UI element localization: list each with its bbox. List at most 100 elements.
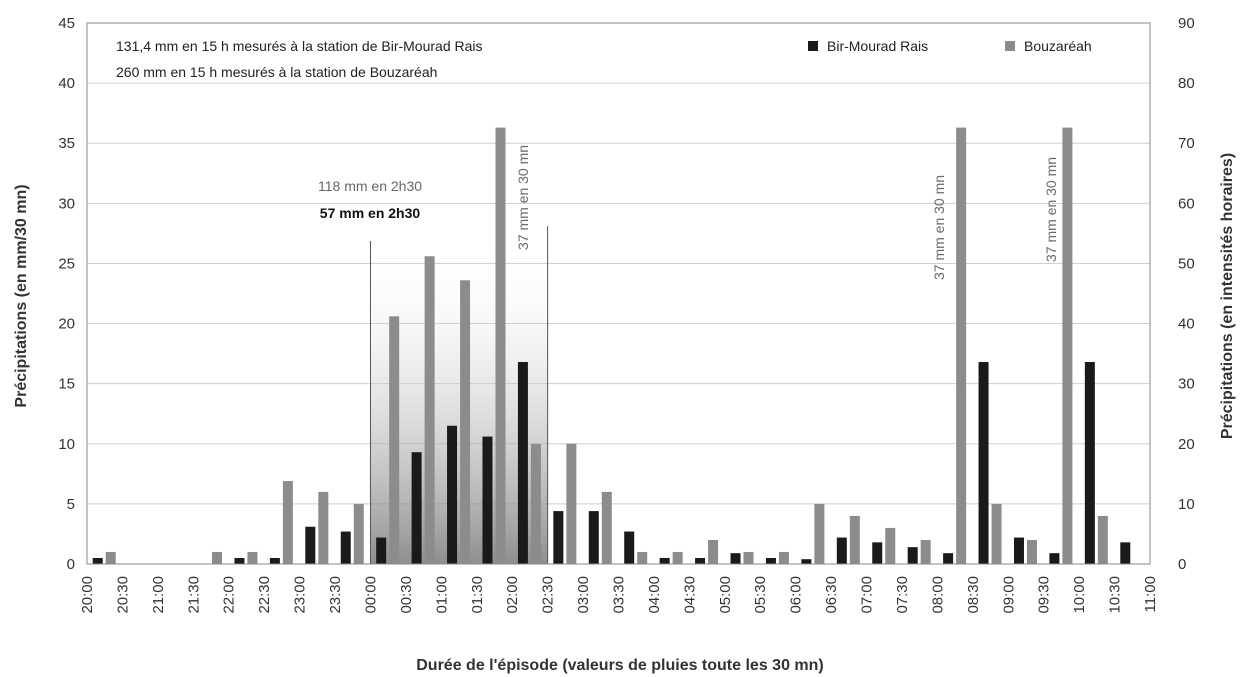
peak-label-1000: 37 mm en 30 mn	[1043, 157, 1059, 262]
right-tick-label: 40	[1178, 316, 1195, 333]
bar-bir-mourad-rais	[730, 553, 741, 564]
right-tick-label: 50	[1178, 255, 1195, 272]
x-tick-label: 08:00	[929, 576, 946, 614]
x-tick-label: 03:30	[611, 576, 628, 614]
x-tick-label: 11:00	[1142, 576, 1159, 612]
x-tick-label: 05:00	[717, 576, 734, 614]
right-axis-ticks: 0 10 20 30 40 50 60 70 80 90	[1178, 15, 1195, 573]
bar-bouzareah	[956, 127, 967, 565]
x-tick-label: 00:00	[362, 576, 379, 614]
x-tick-label: 09:00	[1000, 576, 1017, 614]
bar-bouzareah	[708, 539, 719, 564]
right-tick-label: 60	[1178, 195, 1195, 212]
plot-frame	[86, 22, 1151, 565]
bar-bir-mourad-rais	[943, 553, 954, 564]
left-axis-ticks: 0 5 10 15 20 25 30 35 40 45	[58, 15, 75, 573]
bar-bir-mourad-rais	[92, 557, 103, 564]
x-tick-label: 10:30	[1107, 576, 1124, 614]
note-bir-mourad-rais: 131,4 mm en 15 h mesurés à la station de…	[116, 38, 483, 54]
bar-bir-mourad-rais	[624, 531, 635, 564]
bar-bouzareah	[885, 527, 896, 564]
left-tick-label: 30	[58, 195, 75, 212]
bar-bouzareah	[743, 551, 754, 564]
bar-bir-mourad-rais	[340, 531, 351, 564]
left-tick-label: 20	[58, 316, 75, 333]
bar-bir-mourad-rais	[411, 452, 422, 564]
x-tick-label: 09:30	[1036, 576, 1053, 614]
x-tick-label: 06:30	[823, 576, 840, 614]
x-tick-label: 08:30	[965, 576, 982, 614]
bar-bir-mourad-rais	[659, 557, 670, 564]
annotation-bouzareah-period-total: 118 mm en 2h30	[318, 178, 422, 194]
peak-label-0200: 37 mm en 30 mn	[515, 145, 531, 250]
bar-bir-mourad-rais	[234, 557, 245, 564]
right-axis-title: Précipitations (en intensités horaires)	[1219, 153, 1236, 439]
bar-bir-mourad-rais	[305, 526, 316, 564]
note-bouzareah: 260 mm en 15 h mesurés à la station de B…	[116, 64, 437, 80]
x-tick-label: 05:30	[752, 576, 769, 614]
left-tick-label: 0	[67, 556, 75, 573]
right-tick-label: 80	[1178, 75, 1195, 92]
bar-bouzareah	[1026, 539, 1037, 564]
bar-bouzareah	[814, 503, 825, 564]
bar-bouzareah	[672, 551, 683, 564]
left-tick-label: 25	[58, 255, 75, 272]
right-tick-label: 30	[1178, 376, 1195, 393]
bar-bouzareah	[1097, 515, 1108, 564]
peak-label-0830: 37 mm en 30 mn	[931, 175, 947, 280]
legend-swatch-bouzareah	[1005, 41, 1015, 51]
left-tick-label: 45	[58, 15, 75, 32]
x-tick-label: 23:00	[292, 576, 309, 614]
x-axis-ticks: 20:00 20:30 21:00 21:30 22:00 22:30 23:00 23:30…	[79, 576, 1159, 614]
x-tick-label: 07:00	[859, 576, 876, 614]
bar-bir-mourad-rais	[978, 362, 989, 564]
bar-bouzareah	[601, 491, 612, 564]
bar-bir-mourad-rais	[588, 511, 599, 564]
bar-bir-mourad-rais	[801, 559, 812, 564]
right-tick-label: 20	[1178, 436, 1195, 453]
bar-bouzareah	[495, 127, 506, 565]
bar-bouzareah	[566, 443, 577, 564]
x-tick-label: 21:30	[185, 576, 202, 614]
legend: Bir-Mourad Rais Bouzaréah	[808, 38, 1092, 54]
bar-bouzareah	[778, 551, 789, 564]
bar-bouzareah	[424, 256, 435, 564]
bar-bir-mourad-rais	[872, 542, 883, 564]
x-tick-label: 04:00	[646, 576, 663, 614]
x-tick-label: 01:00	[433, 576, 450, 614]
left-axis-title: Précipitations (en mm/30 mn)	[13, 184, 30, 407]
left-tick-label: 5	[67, 496, 75, 513]
right-tick-label: 10	[1178, 496, 1195, 513]
x-tick-label: 22:00	[221, 576, 238, 614]
grid-lines	[87, 22, 1150, 565]
bar-bouzareah	[849, 515, 860, 564]
x-tick-label: 22:30	[256, 576, 273, 614]
bar-bir-mourad-rais	[1120, 542, 1131, 564]
bar-bouzareah	[247, 551, 258, 564]
legend-label-bir-mourad-rais: Bir-Mourad Rais	[827, 38, 928, 54]
bar-bouzareah	[282, 481, 293, 564]
x-tick-label: 00:30	[398, 576, 415, 614]
right-tick-label: 0	[1178, 556, 1186, 573]
x-tick-label: 01:30	[469, 576, 486, 614]
bars	[92, 127, 1131, 565]
bar-bir-mourad-rais	[482, 436, 493, 564]
bar-bouzareah	[389, 316, 400, 564]
left-tick-label: 15	[58, 376, 75, 393]
bar-bir-mourad-rais	[765, 557, 776, 564]
bar-bir-mourad-rais	[836, 537, 847, 564]
right-tick-label: 90	[1178, 15, 1195, 32]
bar-bouzareah	[637, 551, 648, 564]
bar-bouzareah	[318, 491, 329, 564]
x-tick-label: 03:00	[575, 576, 592, 614]
bar-bir-mourad-rais	[269, 557, 280, 564]
bar-bir-mourad-rais	[907, 547, 918, 564]
bar-bir-mourad-rais	[553, 511, 564, 564]
x-tick-label: 07:30	[894, 576, 911, 614]
bar-bouzareah	[991, 503, 1002, 564]
x-tick-label: 06:00	[788, 576, 805, 614]
legend-swatch-bir-mourad-rais	[808, 41, 818, 51]
bar-bir-mourad-rais	[447, 425, 458, 564]
annotation-bir-mourad-period-total: 57 mm en 2h30	[320, 205, 421, 221]
